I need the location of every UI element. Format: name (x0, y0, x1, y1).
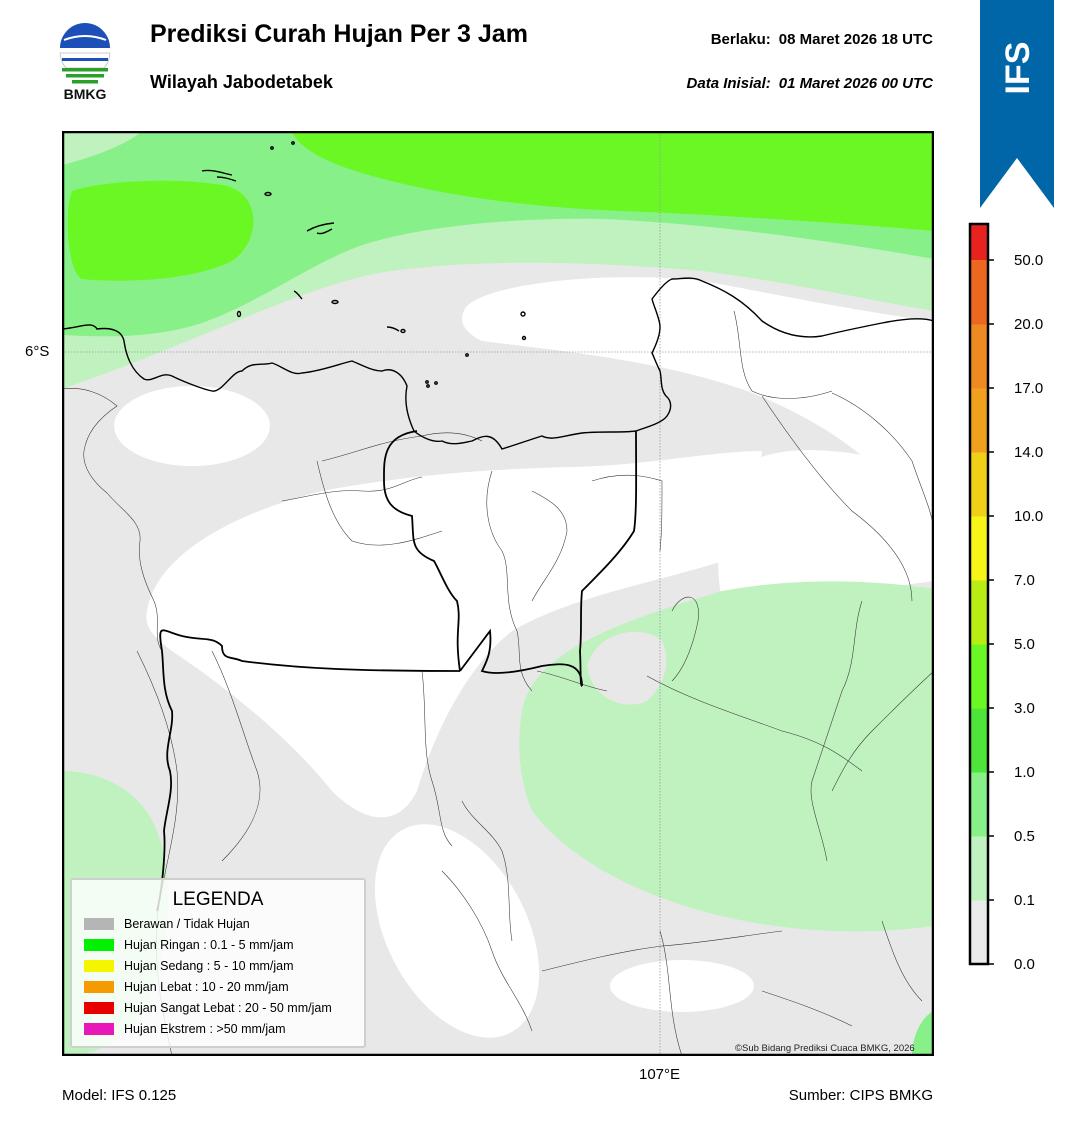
legend: LEGENDA Berawan / Tidak Hujan Hujan Ring… (70, 878, 366, 1048)
init-time-label: Data Inisial: (686, 75, 771, 92)
colorbar-tick-label: 0.0 (1014, 956, 1035, 970)
ifs-ribbon-shape (980, 0, 1054, 208)
fill-very-light-southeast (519, 581, 934, 932)
colorbar-segment (970, 388, 988, 453)
model-label: Model: IFS 0.125 (62, 1087, 177, 1104)
colorbar-segment (970, 324, 988, 389)
legend-item-very-heavy-rain: Hujan Sangat Lebat : 20 - 50 mm/jam (84, 1000, 332, 1016)
legend-item-cloudy: Berawan / Tidak Hujan (84, 916, 250, 932)
thousand-islands (201, 141, 527, 388)
colorbar-segment (970, 516, 988, 581)
latitude-label-6s: 6°S (25, 343, 50, 360)
valid-time-value: 08 Maret 2026 18 UTC (778, 31, 933, 48)
colorbar-tick-label: 14.0 (1014, 444, 1043, 461)
colorbar-tick-label: 0.1 (1014, 892, 1035, 909)
init-time-value: 01 Maret 2026 00 UTC (778, 75, 933, 92)
legend-item-label: Hujan Ringan : 0.1 - 5 mm/jam (124, 938, 294, 952)
legend-swatch (84, 981, 114, 993)
fill-white-southeast (610, 960, 754, 1012)
legend-item-label: Hujan Sangat Lebat : 20 - 50 mm/jam (124, 1001, 332, 1015)
rainfall-map (62, 131, 934, 1056)
legend-item-moderate-rain: Hujan Sedang : 5 - 10 mm/jam (84, 958, 294, 974)
legend-title: LEGENDA (172, 889, 264, 910)
colorbar-segment (970, 452, 988, 517)
valid-time-label: Berlaku: (710, 31, 771, 48)
legend-item-label: Berawan / Tidak Hujan (124, 917, 250, 931)
fill-white-center (146, 451, 762, 818)
map-credit: ©Sub Bidang Prediksi Cuaca BMKG, 2026 (735, 1043, 915, 1054)
map-frame (62, 131, 934, 1056)
ifs-ribbon-label: IFS (999, 42, 1037, 95)
longitude-label-107e: 107°E (639, 1066, 681, 1083)
source-label: Sumber: CIPS BMKG (788, 1087, 933, 1104)
colorbar-segment (970, 772, 988, 837)
colorbar-frame (968, 222, 990, 966)
colorbar-segment (970, 644, 988, 709)
bmkg-logo: BMKG (58, 23, 112, 102)
fill-white-south (374, 824, 540, 1038)
colorbar-tick-label: 50.0 (1014, 252, 1043, 269)
logo-text: BMKG (64, 86, 107, 102)
fill-very-light-corner (62, 131, 142, 165)
colorbar-segment (970, 836, 988, 901)
colorbar-tick-label: 7.0 (1014, 572, 1035, 589)
colorbar: 0.0 0.1 0.5 1.0 3.0 5.0 7.0 10.0 14.0 17.0 20.0 50.… (968, 222, 1043, 970)
coastline (62, 277, 934, 450)
colorbar-ticks: 0.0 0.1 0.5 1.0 3.0 5.0 7.0 10.0 14.0 17.0 20.0 50.… (988, 252, 1043, 970)
legend-swatch (84, 939, 114, 951)
legend-item-heavy-rain: Hujan Lebat : 10 - 20 mm/jam (84, 979, 289, 995)
legend-item-label: Hujan Sedang : 5 - 10 mm/jam (124, 959, 294, 973)
legend-swatch (84, 918, 114, 930)
colorbar-segment (970, 580, 988, 645)
province-boundary (156, 430, 638, 912)
fill-light-corner-se (912, 1011, 934, 1056)
colorbar-tick-label: 5.0 (1014, 636, 1035, 653)
page-title: Prediksi Curah Hujan Per 3 Jam (150, 20, 528, 48)
fill-medium-top-right (292, 131, 934, 231)
legend-swatch (84, 1002, 114, 1014)
colorbar-tick-label: 10.0 (1014, 508, 1043, 525)
fill-white-east (718, 450, 934, 601)
colorbar-tick-label: 0.5 (1014, 828, 1035, 845)
legend-swatch (84, 1023, 114, 1035)
fill-medium-top-left (67, 180, 254, 281)
legend-item-label: Hujan Ekstrem : >50 mm/jam (124, 1022, 286, 1036)
init-time: Data Inisial: 01 Maret 2026 00 UTC (687, 75, 933, 92)
colorbar-segment (970, 260, 988, 325)
colorbar-segment (970, 224, 988, 260)
colorbar-tick-label: 1.0 (1014, 764, 1035, 781)
valid-time: Berlaku: 08 Maret 2026 18 UTC (711, 31, 933, 48)
colorbar-segments (970, 224, 988, 965)
colorbar-tick-label: 3.0 (1014, 700, 1035, 717)
region-subtitle: Wilayah Jabodetabek (150, 72, 333, 92)
ifs-ribbon: IFS (980, 0, 1054, 208)
legend-item-light-rain: Hujan Ringan : 0.1 - 5 mm/jam (84, 937, 294, 953)
fill-white-northeast (462, 277, 934, 531)
legend-item-label: Hujan Lebat : 10 - 20 mm/jam (124, 980, 289, 994)
colorbar-segment (970, 900, 988, 965)
colorbar-tick-label: 20.0 (1014, 316, 1043, 333)
legend-swatch (84, 960, 114, 972)
colorbar-segment (970, 708, 988, 773)
colorbar-tick-label: 17.0 (1014, 380, 1043, 397)
fill-white-west (114, 386, 270, 466)
legend-item-extreme-rain: Hujan Ekstrem : >50 mm/jam (84, 1021, 286, 1037)
